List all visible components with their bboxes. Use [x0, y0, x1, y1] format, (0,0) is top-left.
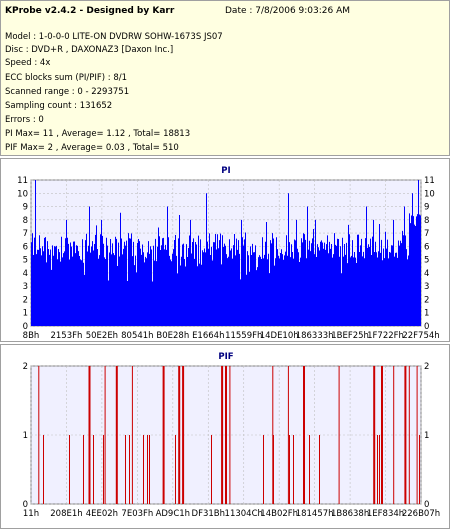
x-tick-label: 80541h	[121, 331, 153, 341]
y-tick-left: 2	[23, 362, 28, 372]
info-disc: Disc : DVD+R , DAXONAZ3 [Daxon Inc.]	[5, 45, 174, 55]
info-sampling-count: Sampling count : 131652	[5, 101, 113, 111]
x-tick-label: 208E1h	[50, 509, 82, 519]
app-title: KProbe v2.4.2 - Designed by Karr	[5, 6, 175, 16]
x-tick-label: 1EF834h	[367, 509, 404, 519]
y-tick-right: 8	[424, 216, 429, 226]
y-tick-right: 2	[424, 362, 429, 372]
x-tick-label: 1B8638h	[331, 509, 369, 519]
y-tick-left: 1	[23, 309, 28, 319]
y-tick-right: 11	[424, 176, 435, 186]
y-tick-left: 1	[23, 431, 28, 441]
y-tick-right: 3	[424, 282, 429, 292]
info-speed: Speed : 4x	[5, 58, 51, 68]
y-tick-left: 0	[23, 322, 28, 332]
y-tick-left: 5	[23, 256, 28, 266]
x-tick-label: AD9C1h	[156, 509, 191, 519]
chart-title: PI	[221, 166, 230, 176]
x-tick-label: DF31Bh	[192, 509, 225, 519]
y-tick-right: 4	[424, 269, 429, 279]
pi-chart-panel: PI 0 0 1 1 2 2 3 3 4 4 5 5 6 6 7 7 8 8 9 9 10 10 11 11 8Bh 2153Fh 5…	[0, 158, 450, 342]
pif-chart-panel: PIF 0 0 1 1 2 2 11h 208E1h 4EE02h 7E03Fh AD9C1h DF31…	[0, 344, 450, 529]
y-tick-left: 9	[23, 203, 28, 213]
x-tick-label: 7E03Fh	[121, 509, 153, 519]
y-tick-left: 2	[23, 295, 28, 305]
x-tick-label: 14B02Fh	[260, 509, 298, 519]
x-tick-label: 50E2Eh	[86, 331, 118, 341]
y-tick-right: 7	[424, 229, 429, 239]
x-tick-label: E1664h	[192, 331, 224, 341]
y-tick-left: 8	[23, 216, 28, 226]
info-panel: KProbe v2.4.2 - Designed by Karr Date : …	[0, 0, 450, 156]
y-tick-left: 11	[17, 176, 28, 186]
x-tick-label: 186333h	[296, 331, 334, 341]
info-pi-summary: PI Max= 11 , Average= 1.12 , Total= 1881…	[5, 129, 191, 139]
y-tick-left: 3	[23, 282, 28, 292]
x-tick-label: 11h	[23, 509, 39, 519]
x-tick-label: 14DE10h	[260, 331, 299, 341]
info-errors: Errors : 0	[5, 115, 44, 125]
x-tick-label: 2153Fh	[50, 331, 82, 341]
x-tick-label: 11304Ch	[225, 509, 263, 519]
x-tick-label: 1BEF25h	[331, 331, 369, 341]
info-ecc-blocks: ECC blocks sum (PI/PIF) : 8/1	[5, 73, 128, 83]
chart-title: PIF	[218, 352, 233, 362]
y-tick-right: 1	[424, 431, 429, 441]
info-scanned-range: Scanned range : 0 - 2293751	[5, 87, 130, 97]
x-tick-label: 22F754h	[402, 331, 439, 341]
x-tick-label: 4EE02h	[86, 509, 118, 519]
info-pif-summary: PIF Max= 2 , Average= 0.03 , Total= 510	[5, 143, 179, 153]
info-model: Model : 1-0-0-0 LITE-ON DVDRW SOHW-1673S…	[5, 32, 223, 42]
y-tick-right: 2	[424, 295, 429, 305]
y-tick-right: 9	[424, 203, 429, 213]
y-tick-right: 0	[424, 322, 429, 332]
y-tick-right: 0	[424, 500, 429, 510]
x-tick-label: 1F722Fh	[367, 331, 404, 341]
x-tick-label: 11559Fh	[225, 331, 262, 341]
y-tick-right: 6	[424, 242, 429, 252]
x-tick-label: B0E28h	[156, 331, 189, 341]
y-tick-left: 0	[23, 500, 28, 510]
y-tick-right: 5	[424, 256, 429, 266]
y-tick-left: 6	[23, 242, 28, 252]
pif-chart: PIF 0 0 1 1 2 2 11h 208E1h 4EE02h 7E03Fh AD9C1h DF31…	[23, 352, 441, 519]
y-tick-right: 10	[424, 189, 435, 199]
y-tick-left: 7	[23, 229, 28, 239]
scan-date: Date : 7/8/2006 9:03:26 AM	[225, 6, 351, 16]
y-tick-left: 4	[23, 269, 28, 279]
y-tick-left: 10	[17, 189, 28, 199]
y-tick-right: 1	[424, 309, 429, 319]
x-tick-label: 181457h	[296, 509, 334, 519]
x-tick-label: 8Bh	[23, 331, 40, 341]
x-tick-label: 226B07h	[402, 509, 440, 519]
